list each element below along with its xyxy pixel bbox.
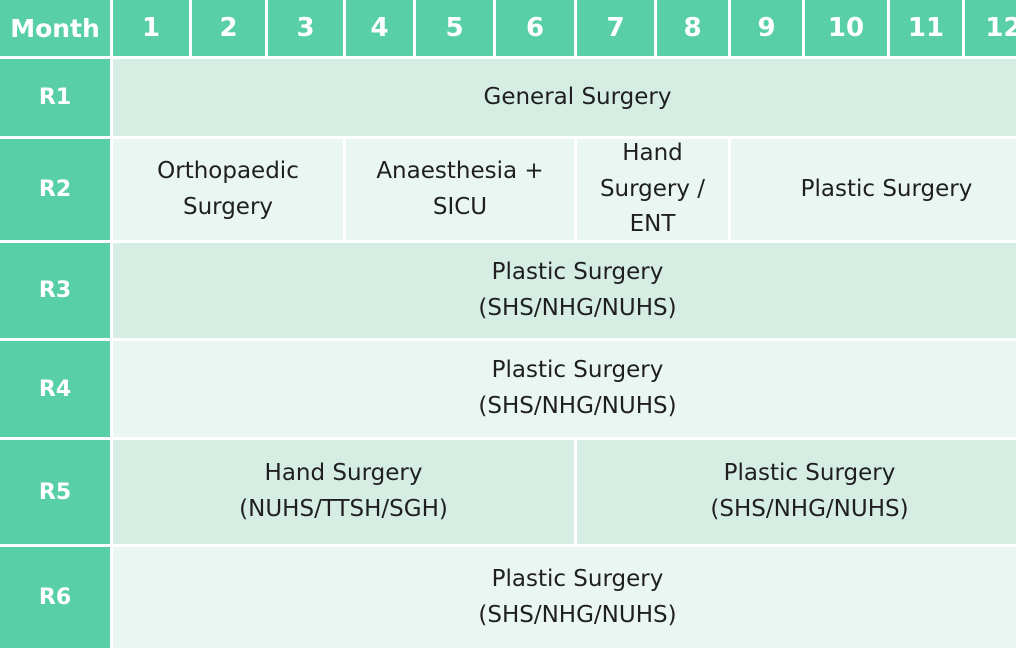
rotation-detail: (SHS/NHG/NUHS): [478, 294, 677, 321]
row-label: R3: [0, 243, 110, 338]
rotation-name: Plastic Surgery: [491, 565, 664, 592]
rotation-name: General Surgery: [483, 83, 672, 110]
rotation-name: Anaesthesia +: [376, 157, 544, 184]
month-header-cell: 6: [496, 0, 574, 56]
row-label: R1: [0, 59, 110, 136]
month-header-cell: 7: [577, 0, 654, 56]
rotation-block-text: Plastic Surgery (SHS/NHG/NUHS): [478, 353, 676, 424]
rotation-name: Hand Surgery: [264, 460, 423, 487]
rotation-name: Orthopaedic: [157, 157, 299, 184]
rotation-block-text: Hand Surgery / ENT: [577, 136, 728, 243]
rotation-block: Orthopaedic Surgery: [113, 139, 343, 240]
rotation-block: General Surgery: [113, 59, 1016, 136]
rotation-block-text: Plastic Surgery (SHS/NHG/NUHS): [478, 255, 676, 326]
month-header-cell: 11: [890, 0, 962, 56]
rotation-name: Plastic Surgery: [491, 258, 664, 285]
month-header-cell: 2: [192, 0, 265, 56]
month-header-cell: 8: [657, 0, 728, 56]
rotation-block: Plastic Surgery (SHS/NHG/NUHS): [577, 440, 1016, 544]
rotation-block: Plastic Surgery: [731, 139, 1016, 240]
month-header-cell: 5: [416, 0, 493, 56]
rotation-detail: SICU: [432, 193, 488, 220]
rotation-block: Plastic Surgery (SHS/NHG/NUHS): [113, 341, 1016, 437]
month-header: Month: [0, 0, 110, 56]
rotation-name: Plastic Surgery: [800, 175, 973, 202]
rotation-block-text: General Surgery: [484, 80, 672, 116]
rotation-detail: (SHS/NHG/NUHS): [478, 393, 677, 419]
rotation-block: Plastic Surgery (SHS/NHG/NUHS): [113, 243, 1016, 338]
rotation-block-text: Orthopaedic Surgery: [157, 154, 299, 225]
rotation-block-text: Plastic Surgery (SHS/NHG/NUHS): [710, 456, 908, 527]
rotation-detail: (NUHS/TTSH/SGH): [239, 496, 448, 522]
rotation-block: Anaesthesia + SICU: [346, 139, 574, 240]
rotation-block-text: Hand Surgery (NUHS/TTSH/SGH): [239, 456, 448, 527]
rotation-detail: Surgery: [182, 193, 274, 220]
month-header-cell: 10: [805, 0, 887, 56]
month-header-cell: 9: [731, 0, 802, 56]
rotation-name: Plastic Surgery: [723, 460, 896, 487]
rotation-name: Plastic Surgery: [491, 357, 664, 384]
rotation-detail: (SHS/NHG/NUHS): [710, 496, 909, 522]
rotation-name: Hand Surgery /: [599, 140, 706, 202]
month-header-cell: 12: [965, 0, 1016, 56]
row-label: R5: [0, 440, 110, 544]
rotation-block: Hand Surgery / ENT: [577, 139, 728, 240]
row-label: R6: [0, 547, 110, 648]
rotation-block-text: Plastic Surgery: [801, 172, 973, 208]
rotation-block: Plastic Surgery (SHS/NHG/NUHS): [113, 547, 1016, 648]
rotation-detail: ENT: [629, 211, 676, 238]
row-label: R4: [0, 341, 110, 437]
month-header-cell: 3: [268, 0, 343, 56]
rotation-block: Hand Surgery (NUHS/TTSH/SGH): [113, 440, 574, 544]
month-header-cell: 1: [113, 0, 189, 56]
rotation-block-text: Plastic Surgery (SHS/NHG/NUHS): [478, 562, 676, 633]
rotation-block-text: Anaesthesia + SICU: [376, 154, 543, 225]
rotation-detail: (SHS/NHG/NUHS): [478, 601, 677, 628]
month-header-cell: 4: [346, 0, 413, 56]
row-label: R2: [0, 139, 110, 240]
